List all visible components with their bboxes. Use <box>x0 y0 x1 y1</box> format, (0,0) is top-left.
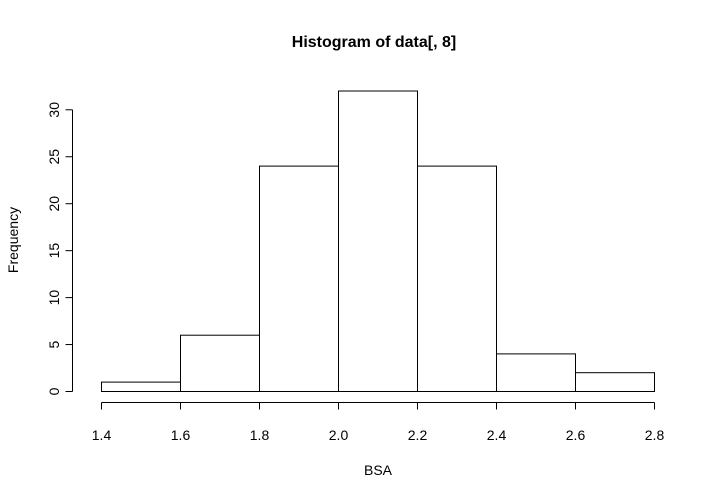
histogram-bar <box>338 90 418 392</box>
x-tick-label: 2.4 <box>487 427 507 443</box>
y-tick-label: 20 <box>46 196 62 212</box>
histogram-bar <box>575 372 655 393</box>
histogram-bar <box>180 334 260 393</box>
x-axis-label: BSA <box>364 462 393 478</box>
x-tick-label: 2.6 <box>566 427 586 443</box>
x-axis: 1.4 1.6 1.8 2.0 2.2 2.4 2.6 2.8 <box>92 402 665 443</box>
x-tick-label: 2.0 <box>329 427 349 443</box>
bars-group <box>101 90 655 393</box>
y-tick-label: 15 <box>46 243 62 259</box>
histogram-bar <box>417 165 497 392</box>
y-tick-label: 10 <box>46 290 62 306</box>
chart-title: Histogram of data[, 8] <box>292 34 456 51</box>
x-tick-label: 1.8 <box>250 427 270 443</box>
y-tick-label: 25 <box>46 149 62 165</box>
x-tick-label: 2.2 <box>408 427 428 443</box>
y-tick-label: 0 <box>46 387 62 395</box>
y-axis: 0 5 10 15 20 25 30 <box>46 102 73 395</box>
histogram-bar <box>259 165 339 392</box>
histogram-bar <box>101 381 181 393</box>
x-tick-label: 1.6 <box>171 427 191 443</box>
y-axis-label: Frequency <box>5 207 21 273</box>
histogram-bar <box>496 353 576 392</box>
x-tick-label: 2.8 <box>645 427 665 443</box>
y-tick-label: 30 <box>46 102 62 118</box>
y-tick-label: 5 <box>46 340 62 348</box>
x-tick-label: 1.4 <box>92 427 112 443</box>
